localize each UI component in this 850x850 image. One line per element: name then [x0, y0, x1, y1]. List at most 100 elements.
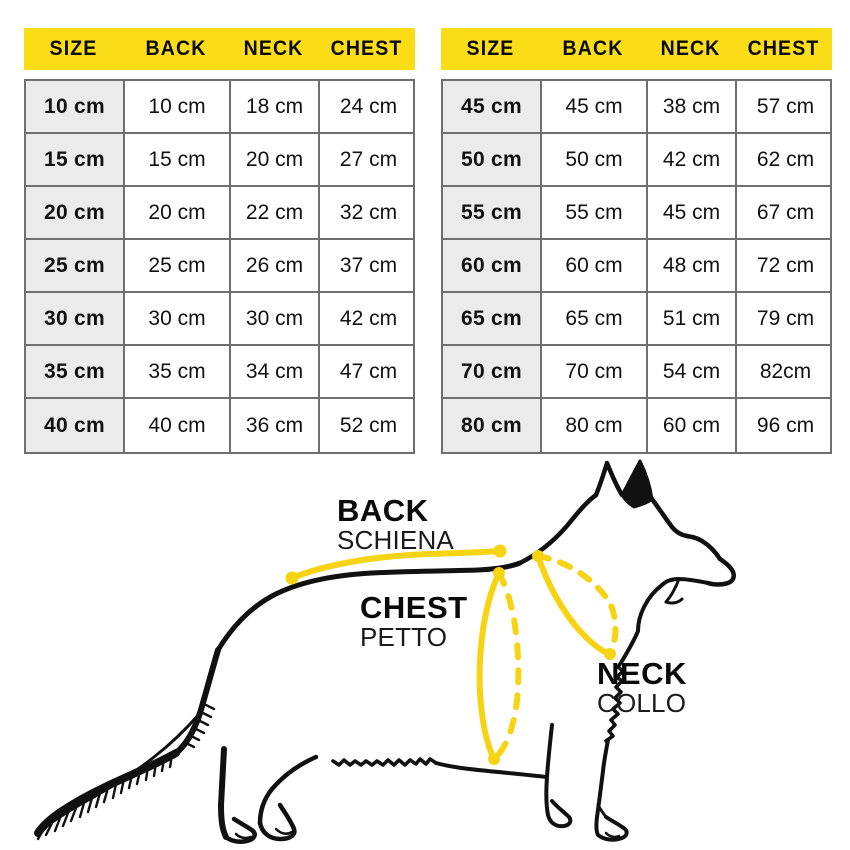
- chest-endpoint-top: [493, 567, 505, 579]
- cell-chest: 27 cm: [339, 147, 398, 171]
- table-row: 50 cm 50 cm 42 cm 62 cm: [443, 134, 830, 187]
- cell-neck: 42 cm: [648, 134, 737, 185]
- cell-back: 35 cm: [125, 346, 231, 397]
- label-back-en: BACK: [337, 493, 429, 528]
- cell-neck: 18 cm: [231, 81, 320, 132]
- cell-back: 70 cm: [542, 346, 648, 397]
- table-row: 25 cm 25 cm 26 cm 37 cm: [26, 240, 413, 293]
- cell-size: 45 cm: [443, 81, 542, 132]
- chest-measure-loop: [476, 567, 522, 765]
- cell-back: 30 cm: [125, 293, 231, 344]
- cell-chest: 79 cm: [756, 306, 815, 330]
- table-header-row: SIZE BACK NECK CHEST: [441, 28, 832, 70]
- cell-chest: 37 cm: [339, 253, 398, 277]
- cell-neck: 60 cm: [648, 399, 737, 452]
- cell-chest: 52 cm: [339, 413, 398, 437]
- table-row: 40 cm 40 cm 36 cm 52 cm: [26, 399, 413, 452]
- cell-chest: 72 cm: [756, 253, 815, 277]
- cell-back: 65 cm: [542, 293, 648, 344]
- cell-back: 20 cm: [125, 187, 231, 238]
- dog-body-outline: [34, 459, 737, 844]
- column-header-size: SIZE: [466, 37, 515, 60]
- cell-neck: 51 cm: [648, 293, 737, 344]
- column-header-size: SIZE: [49, 37, 98, 60]
- cell-chest: 82cm: [759, 359, 812, 383]
- cell-back: 10 cm: [125, 81, 231, 132]
- cell-size: 60 cm: [443, 240, 542, 291]
- label-neck-en: NECK: [597, 656, 687, 691]
- column-header-neck: NECK: [243, 37, 304, 60]
- cell-neck: 45 cm: [648, 187, 737, 238]
- column-header-chest: CHEST: [330, 37, 403, 60]
- cell-size: 65 cm: [443, 293, 542, 344]
- cell-back: 15 cm: [125, 134, 231, 185]
- cell-size: 15 cm: [26, 134, 125, 185]
- cell-chest: 67 cm: [756, 200, 815, 224]
- column-header-neck: NECK: [660, 37, 721, 60]
- table-body: 10 cm 10 cm 18 cm 24 cm 15 cm 15 cm 20 c…: [24, 79, 415, 454]
- table-row: 80 cm 80 cm 60 cm 96 cm: [443, 399, 830, 452]
- table-row: 55 cm 55 cm 45 cm 67 cm: [443, 187, 830, 240]
- label-neck-it: COLLO: [597, 688, 687, 718]
- cell-size: 80 cm: [443, 399, 542, 452]
- cell-back: 80 cm: [542, 399, 648, 452]
- table-row: 30 cm 30 cm 30 cm 42 cm: [26, 293, 413, 346]
- column-header-back: BACK: [145, 37, 207, 60]
- label-chest: CHEST PETTO: [360, 592, 468, 653]
- label-chest-it: PETTO: [360, 622, 448, 652]
- table-row: 65 cm 65 cm 51 cm 79 cm: [443, 293, 830, 346]
- cell-neck: 26 cm: [231, 240, 320, 291]
- table-row: 35 cm 35 cm 34 cm 47 cm: [26, 346, 413, 399]
- cell-chest: 32 cm: [339, 200, 398, 224]
- cell-size: 50 cm: [443, 134, 542, 185]
- size-table-small: SIZE BACK NECK CHEST 10 cm 10 cm 18 cm 2…: [24, 28, 415, 454]
- cell-chest: 24 cm: [339, 94, 398, 118]
- cell-back: 25 cm: [125, 240, 231, 291]
- cell-back: 60 cm: [542, 240, 648, 291]
- cell-chest: 47 cm: [339, 359, 398, 383]
- table-row: 20 cm 20 cm 22 cm 32 cm: [26, 187, 413, 240]
- dog-silhouette-svg: [34, 459, 737, 844]
- cell-back: 45 cm: [542, 81, 648, 132]
- cell-chest: 96 cm: [756, 413, 815, 437]
- cell-chest: 62 cm: [756, 147, 815, 171]
- table-body: 45 cm 45 cm 38 cm 57 cm 50 cm 50 cm 42 c…: [441, 79, 832, 454]
- cell-neck: 22 cm: [231, 187, 320, 238]
- neck-endpoint-bottom: [604, 648, 616, 660]
- label-neck: NECK COLLO: [597, 658, 687, 719]
- cell-neck: 30 cm: [231, 293, 320, 344]
- neck-endpoint-top: [532, 550, 544, 562]
- cell-size: 10 cm: [26, 81, 125, 132]
- cell-size: 70 cm: [443, 346, 542, 397]
- neck-measure-loop: [532, 550, 619, 660]
- back-endpoint-withers: [493, 544, 507, 558]
- column-header-back: BACK: [562, 37, 624, 60]
- cell-chest: 57 cm: [756, 94, 815, 118]
- cell-size: 55 cm: [443, 187, 542, 238]
- cell-neck: 36 cm: [231, 399, 320, 452]
- table-row: 10 cm 10 cm 18 cm 24 cm: [26, 81, 413, 134]
- cell-size: 40 cm: [26, 399, 125, 452]
- cell-size: 25 cm: [26, 240, 125, 291]
- cell-size: 20 cm: [26, 187, 125, 238]
- rump-fur-strokes: [184, 703, 216, 749]
- size-table-large: SIZE BACK NECK CHEST 45 cm 45 cm 38 cm 5…: [441, 28, 832, 454]
- cell-back: 40 cm: [125, 399, 231, 452]
- back-endpoint-tail: [285, 571, 299, 585]
- table-row: 70 cm 70 cm 54 cm 82cm: [443, 346, 830, 399]
- cell-neck: 54 cm: [648, 346, 737, 397]
- dog-measurement-diagram: [0, 455, 850, 850]
- table-row: 45 cm 45 cm 38 cm 57 cm: [443, 81, 830, 134]
- chest-endpoint-bottom: [488, 753, 500, 765]
- cell-neck: 34 cm: [231, 346, 320, 397]
- column-header-chest: CHEST: [747, 37, 820, 60]
- cell-neck: 48 cm: [648, 240, 737, 291]
- label-back: BACK SCHIENA: [337, 495, 454, 556]
- back-measure-line: [285, 544, 507, 585]
- cell-neck: 38 cm: [648, 81, 737, 132]
- cell-neck: 20 cm: [231, 134, 320, 185]
- cell-back: 55 cm: [542, 187, 648, 238]
- neck-loop-dashed-back: [535, 553, 619, 657]
- cell-size: 35 cm: [26, 346, 125, 397]
- cell-size: 30 cm: [26, 293, 125, 344]
